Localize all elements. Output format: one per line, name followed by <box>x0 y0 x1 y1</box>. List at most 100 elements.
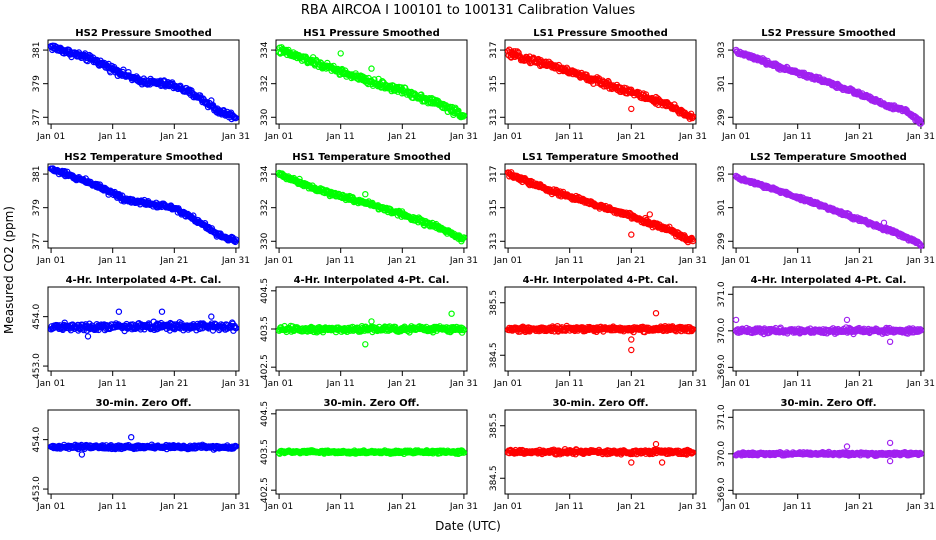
panel-title: HS2 Temperature Smoothed <box>64 152 223 163</box>
outlier-point <box>732 316 740 324</box>
outlier-point <box>368 318 375 325</box>
y-tick-label: 453.0 <box>32 476 42 502</box>
data-point <box>917 120 925 127</box>
y-tick-label: 301 <box>717 199 727 216</box>
y-tick-label: 403.5 <box>260 439 270 465</box>
data-points <box>504 169 697 246</box>
y-tick-label: 381 <box>32 41 42 58</box>
x-tick-label: Jan 11 <box>783 132 812 142</box>
x-tick-label: Jan 31 <box>906 256 935 266</box>
y-tick-label: 403.5 <box>260 316 270 342</box>
x-tick-label: Jan 11 <box>98 502 127 512</box>
panel-14: 30-min. Zero Off.Jan 01 Jan 11 Jan 21 Jan 3… <box>489 398 707 512</box>
data-point <box>232 114 240 122</box>
y-tick-label: 385.5 <box>489 413 499 439</box>
x-tick-label: Jan 21 <box>844 256 873 266</box>
y-tick-label: 315 <box>489 199 499 216</box>
data-points <box>732 316 925 345</box>
data-points <box>47 308 240 340</box>
y-tick-label: 370.0 <box>717 318 727 344</box>
x-tick-label: Jan 11 <box>555 132 584 142</box>
y-tick-label: 379 <box>32 75 42 92</box>
outlier-point <box>448 310 455 317</box>
x-tick-label: Jan 21 <box>159 132 188 142</box>
y-tick-label: 453.0 <box>32 353 42 379</box>
outlier-point <box>84 333 92 340</box>
outlier-point <box>628 336 635 343</box>
y-tick-label: 384.5 <box>489 465 499 491</box>
outlier-point <box>337 50 344 57</box>
x-tick-label: Jan 01 <box>721 132 750 142</box>
x-tick-label: Jan 11 <box>98 256 127 266</box>
y-tick-label: 370.0 <box>717 441 727 467</box>
x-tick-label: Jan 01 <box>493 132 522 142</box>
x-tick-label: Jan 01 <box>36 379 65 389</box>
outlier-point <box>115 190 123 198</box>
data-point <box>296 175 303 183</box>
panel-title: 4-Hr. Interpolated 4-Pt. Cal. <box>751 275 907 286</box>
x-tick-label: Jan 21 <box>616 502 645 512</box>
data-point <box>917 117 924 124</box>
y-tick-label: 313 <box>489 233 499 250</box>
y-tick-label: 315 <box>489 75 499 92</box>
y-tick-label: 317 <box>489 165 499 182</box>
x-tick-label: Jan 21 <box>616 379 645 389</box>
panel-11: 4-Hr. Interpolated 4-Pt. Cal.Jan 01 Jan 1… <box>717 275 935 389</box>
x-tick-label: Jan 21 <box>844 379 873 389</box>
outlier-point <box>208 313 215 320</box>
panel-8: 4-Hr. Interpolated 4-Pt. Cal.Jan 01 Jan 1… <box>32 275 250 389</box>
y-tick-label: 303 <box>717 165 727 182</box>
y-tick-label: 369.0 <box>717 477 727 503</box>
y-tick-label: 317 <box>489 41 499 58</box>
panel-title: 30-min. Zero Off. <box>95 398 191 409</box>
x-tick-label: Jan 11 <box>98 379 127 389</box>
panels-grid: HS2 Pressure Smoothed Jan 01 Jan 11 Jan 21 J… <box>32 28 935 512</box>
y-tick-label: 334 <box>260 165 270 182</box>
panel-title: LS2 Temperature Smoothed <box>750 152 907 163</box>
data-points <box>504 46 697 122</box>
y-tick-label: 301 <box>717 75 727 92</box>
outlier-point <box>362 341 369 348</box>
x-tick-label: Jan 21 <box>844 132 873 142</box>
x-tick-label: Jan 31 <box>221 132 250 142</box>
data-point <box>671 101 678 108</box>
panel-13: 30-min. Zero Off.Jan 01 Jan 11 Jan 21 Jan 3… <box>260 398 478 512</box>
outlier-point <box>628 346 635 354</box>
x-tick-label: Jan 31 <box>906 502 935 512</box>
x-tick-label: Jan 21 <box>159 256 188 266</box>
x-tick-label: Jan 11 <box>555 379 584 389</box>
y-tick-label: 303 <box>717 41 727 58</box>
panel-title: 30-min. Zero Off. <box>780 398 876 409</box>
data-points <box>275 447 468 457</box>
panel-9: 4-Hr. Interpolated 4-Pt. Cal.Jan 01 Jan 1… <box>260 275 478 389</box>
outlier-point <box>658 459 666 466</box>
data-point <box>460 112 468 119</box>
x-tick-label: Jan 31 <box>906 379 935 389</box>
y-tick-label: 332 <box>260 199 270 216</box>
x-tick-label: Jan 01 <box>493 379 522 389</box>
y-tick-label: 402.5 <box>260 477 270 503</box>
x-tick-label: Jan 21 <box>387 379 416 389</box>
outlier-point <box>652 440 660 448</box>
y-tick-label: 381 <box>32 165 42 182</box>
y-tick-label: 299 <box>717 108 727 125</box>
x-tick-label: Jan 11 <box>783 502 812 512</box>
panel-title: HS2 Pressure Smoothed <box>75 28 211 39</box>
x-tick-label: Jan 11 <box>326 256 355 266</box>
panel-title: 30-min. Zero Off. <box>323 398 419 409</box>
x-tick-label: Jan 31 <box>678 132 707 142</box>
data-points <box>732 439 925 465</box>
data-points <box>732 46 925 127</box>
y-tick-label: 377 <box>32 109 42 126</box>
x-tick-label: Jan 21 <box>616 256 645 266</box>
outlier-point <box>652 93 660 101</box>
y-tick-label: 371.0 <box>717 281 727 307</box>
data-points <box>275 169 468 245</box>
x-tick-label: Jan 11 <box>98 132 127 142</box>
